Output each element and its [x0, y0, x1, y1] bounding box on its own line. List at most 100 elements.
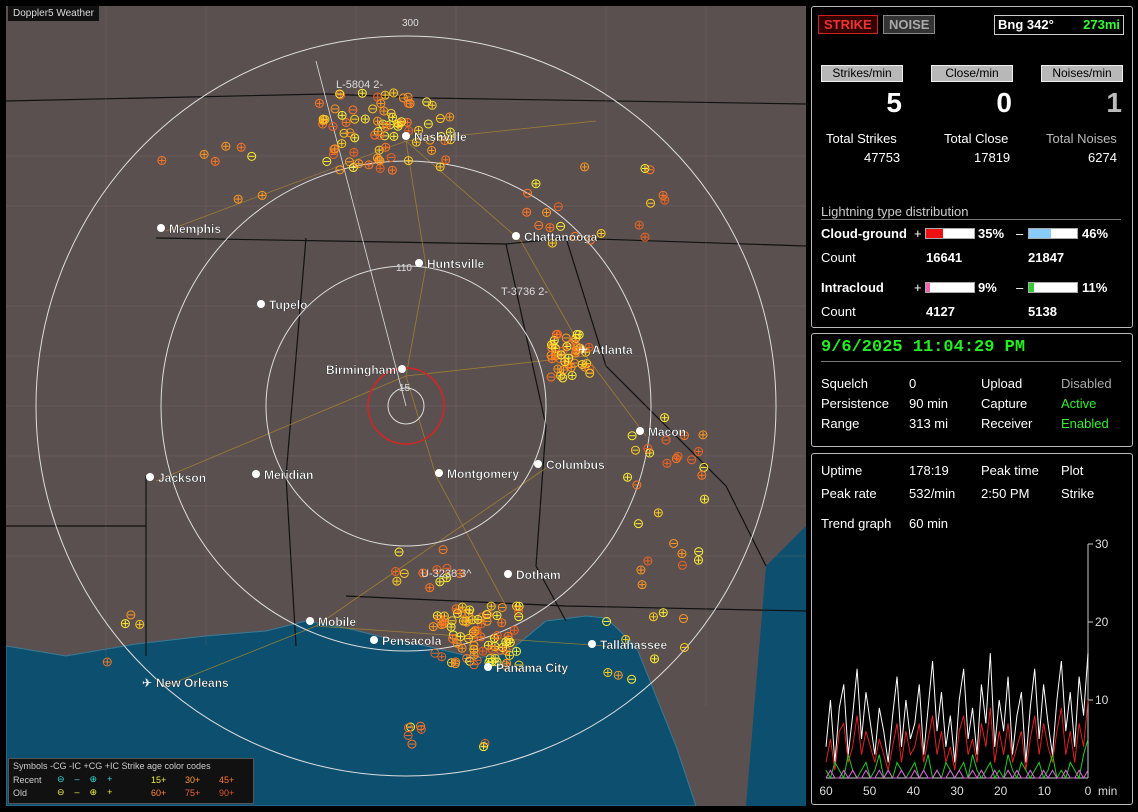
- x-tick-label: 0: [1085, 784, 1092, 798]
- city-label: Tallahassee: [600, 638, 667, 652]
- distribution-title: Lightning type distribution: [821, 204, 969, 219]
- noises-per-min: 1: [1106, 87, 1122, 118]
- strike-marker: [567, 370, 577, 380]
- divider: [821, 361, 1121, 362]
- strike-marker: [476, 632, 486, 642]
- strike-marker: [492, 631, 502, 641]
- y-tick-label: 20: [1095, 615, 1109, 629]
- strike-marker: [336, 90, 346, 100]
- strike-marker: [523, 188, 533, 198]
- strike-marker: [379, 106, 389, 116]
- svg-text:✈: ✈: [578, 343, 588, 357]
- datetime: 9/6/2025 11:04:29 PM: [821, 338, 1026, 357]
- total-strikes-label: Total Strikes: [826, 131, 897, 146]
- strike-marker: [502, 658, 512, 668]
- lightning-map[interactable]: Nashville Memphis Chattanooga Huntsville Tup…: [6, 6, 806, 806]
- strike-marker: [679, 642, 689, 652]
- atlantic: [746, 526, 806, 806]
- strike-marker: [547, 354, 557, 364]
- symbol-legend: Symbols -CG -IC +CG +IC Strike age color…: [8, 758, 254, 804]
- strike-marker: [425, 583, 435, 593]
- strike-marker: [580, 162, 590, 172]
- bearing-box: Bng 342° 273mi: [994, 15, 1124, 35]
- x-tick-label: 60: [819, 784, 833, 798]
- strike-marker: [687, 455, 697, 465]
- legend-header: Symbols -CG -IC +CG +IC Strike age color…: [13, 761, 211, 771]
- strike-marker: [621, 634, 631, 644]
- counts-panel: STRIKE NOISE Bng 342° 273mi Strikes/min …: [811, 6, 1133, 328]
- strike-marker: [558, 373, 568, 383]
- count-label: Count: [821, 250, 856, 265]
- strike-marker: [643, 556, 653, 566]
- trend-series-line: [825, 653, 1089, 763]
- strike-marker: [442, 563, 452, 573]
- strike-marker: [337, 139, 347, 149]
- range-label-15: 15: [399, 383, 411, 394]
- strike-marker: [514, 612, 524, 622]
- strike-marker: [645, 165, 655, 175]
- strike-button[interactable]: STRIKE: [818, 15, 878, 34]
- strikes-per-min-label[interactable]: Strikes/min: [821, 65, 903, 82]
- noises-per-min-label[interactable]: Noises/min: [1041, 65, 1123, 82]
- strike-marker: [658, 608, 668, 618]
- strike-marker: [423, 119, 433, 129]
- cg-neg-bar: [1028, 228, 1078, 239]
- city-markers: Nashville Memphis Chattanooga Huntsville Tup…: [142, 130, 686, 690]
- strike-marker: [396, 117, 406, 127]
- minus-sign: –: [1016, 280, 1024, 295]
- strike-marker: [375, 130, 385, 140]
- strike-marker: [380, 90, 390, 100]
- strike-marker: [556, 371, 566, 381]
- strike-marker: [570, 231, 580, 241]
- strike-marker: [348, 105, 358, 115]
- strike-marker: [403, 98, 413, 108]
- city-label: Atlanta: [592, 343, 633, 357]
- strike-marker: [698, 430, 708, 440]
- strike-marker: [546, 372, 556, 382]
- strike-marker: [438, 616, 448, 626]
- city-label: Birmingham: [326, 363, 396, 377]
- strike-marker: [627, 674, 637, 684]
- strike-marker: [428, 622, 438, 632]
- strike-marker: [514, 660, 524, 670]
- strike-marker: [602, 617, 612, 627]
- strike-marker: [335, 165, 345, 175]
- strike-marker: [425, 135, 435, 145]
- strike-marker: [640, 163, 650, 173]
- strike-marker: [247, 151, 257, 161]
- strike-marker: [345, 128, 355, 138]
- strike-marker: [457, 602, 467, 612]
- strike-marker: [318, 114, 328, 124]
- strike-marker: [514, 606, 524, 616]
- strike-marker: [678, 614, 688, 624]
- city-label: Tupelo: [269, 298, 307, 312]
- city-label: Jackson: [158, 471, 206, 485]
- strike-marker: [469, 660, 479, 670]
- strike-marker: [435, 114, 445, 124]
- strike-marker: [531, 179, 541, 189]
- strike-marker: [694, 555, 704, 565]
- strike-marker: [120, 619, 130, 629]
- plot-value[interactable]: Strike: [1061, 486, 1095, 501]
- strike-marker: [648, 612, 658, 622]
- strike-marker: [457, 643, 467, 653]
- city-marker: Tallahassee: [588, 638, 668, 652]
- map-title: Doppler5 Weather: [8, 6, 99, 21]
- strike-marker: [677, 549, 687, 559]
- bearing-value: Bng 342°: [998, 17, 1054, 32]
- city-label: Mobile: [318, 615, 356, 629]
- squelch-value: 0: [909, 376, 917, 391]
- strike-marker: [330, 144, 340, 154]
- city-label: Panama City: [496, 661, 568, 675]
- strike-marker: [509, 625, 519, 635]
- strike-marker: [403, 92, 413, 102]
- strike-marker: [102, 657, 112, 667]
- close-per-min-label[interactable]: Close/min: [931, 65, 1013, 82]
- city-marker: Jackson: [146, 471, 206, 485]
- strike-marker: [645, 448, 655, 458]
- noise-button[interactable]: NOISE: [883, 15, 936, 34]
- x-tick-label: 40: [907, 784, 921, 798]
- peak-rate-label: Peak rate: [821, 486, 877, 501]
- strike-marker: [613, 670, 623, 680]
- strike-marker: [448, 634, 458, 644]
